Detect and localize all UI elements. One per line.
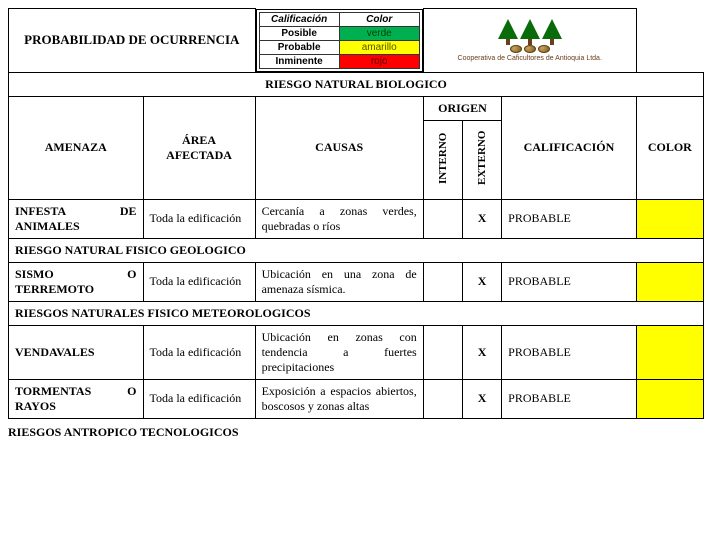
header-row: PROBABILIDAD DE OCURRENCIA Calificación … (9, 9, 704, 73)
bean-icon (510, 45, 522, 53)
cell-interno (423, 199, 462, 238)
cell-color-swatch (636, 262, 703, 301)
cell-externo: X (462, 262, 501, 301)
cell-color-swatch (636, 379, 703, 418)
cell-calif: PROBABLE (502, 325, 637, 379)
cell-calif: PROBABLE (502, 199, 637, 238)
cell-calif: PROBABLE (502, 379, 637, 418)
coop-logo: Cooperativa de Caficultores de Antioquia… (430, 19, 630, 62)
cell-amenaza: TORMENTAS O RAYOS (9, 379, 144, 418)
col-amenaza: AMENAZA (9, 96, 144, 199)
cell-causas: Cercanía a zonas verdes, quebradas o río… (255, 199, 423, 238)
legend-head-left: Calificación (259, 12, 339, 26)
cell-amenaza: SISMO O TERREMOTO (9, 262, 144, 301)
legend-row-color: amarillo (339, 40, 419, 54)
cell-calif: PROBABLE (502, 262, 637, 301)
section-row-geo: RIESGO NATURAL FISICO GEOLOGICO (9, 238, 704, 262)
bean-icon (524, 45, 536, 53)
col-calif: CALIFICACIÓN (502, 96, 637, 199)
cell-color-swatch (636, 325, 703, 379)
legend-table: Calificación Color Posible verde Probabl… (259, 12, 420, 69)
section-title: RIESGO NATURAL FISICO GEOLOGICO (9, 238, 704, 262)
col-externo: EXTERNO (462, 120, 501, 199)
cell-externo: X (462, 325, 501, 379)
cell-area: Toda la edificación (143, 262, 255, 301)
col-interno: INTERNO (423, 120, 462, 199)
col-color: COLOR (636, 96, 703, 199)
legend-row-label: Probable (259, 40, 339, 54)
table-row: INFESTA DE ANIMALES Toda la edificación … (9, 199, 704, 238)
table-row: TORMENTAS O RAYOS Toda la edificación Ex… (9, 379, 704, 418)
tree-icon (542, 19, 562, 39)
legend-row-label: Inminente (259, 54, 339, 68)
tree-icon (498, 19, 518, 39)
cell-area: Toda la edificación (143, 199, 255, 238)
bean-icon (538, 45, 550, 53)
tree-icon (520, 19, 540, 39)
page-title: PROBABILIDAD DE OCURRENCIA (9, 9, 256, 73)
section-title: RIESGO NATURAL BIOLOGICO (9, 72, 704, 96)
cell-causas: Ubicación en zonas con tendencia a fuert… (255, 325, 423, 379)
section-row-met: RIESGOS NATURALES FISICO METEOROLOGICOS (9, 301, 704, 325)
cell-externo: X (462, 379, 501, 418)
cell-interno (423, 325, 462, 379)
cell-interno (423, 379, 462, 418)
table-row: SISMO O TERREMOTO Toda la edificación Ub… (9, 262, 704, 301)
section-row-bio: RIESGO NATURAL BIOLOGICO (9, 72, 704, 96)
legend-cell: Calificación Color Posible verde Probabl… (256, 9, 423, 72)
cell-color-swatch (636, 199, 703, 238)
logo-caption: Cooperativa de Caficultores de Antioquia… (458, 55, 602, 62)
cell-amenaza: VENDAVALES (9, 325, 144, 379)
legend-head-right: Color (339, 12, 419, 26)
col-causas: CAUSAS (255, 96, 423, 199)
cell-externo: X (462, 199, 501, 238)
legend-row-color: rojo (339, 54, 419, 68)
cell-area: Toda la edificación (143, 379, 255, 418)
legend-row-color: verde (339, 26, 419, 40)
cell-causas: Exposición a espacios abiertos, boscosos… (255, 379, 423, 418)
col-header-row-1: AMENAZA ÁREA AFECTADA CAUSAS ORIGEN CALI… (9, 96, 704, 120)
section-title-partial: RIESGOS ANTROPICO TECNOLOGICOS (8, 419, 704, 440)
legend-row-label: Posible (259, 26, 339, 40)
col-origen: ORIGEN (423, 96, 501, 120)
cell-causas: Ubicación en una zona de amenaza sísmica… (255, 262, 423, 301)
cell-area: Toda la edificación (143, 325, 255, 379)
table-row: VENDAVALES Toda la edificación Ubicación… (9, 325, 704, 379)
risk-table: PROBABILIDAD DE OCURRENCIA Calificación … (8, 8, 704, 419)
logo-cell: Cooperativa de Caficultores de Antioquia… (423, 9, 636, 73)
cell-amenaza: INFESTA DE ANIMALES (9, 199, 144, 238)
col-area: ÁREA AFECTADA (143, 96, 255, 199)
cell-interno (423, 262, 462, 301)
section-title: RIESGOS NATURALES FISICO METEOROLOGICOS (9, 301, 704, 325)
